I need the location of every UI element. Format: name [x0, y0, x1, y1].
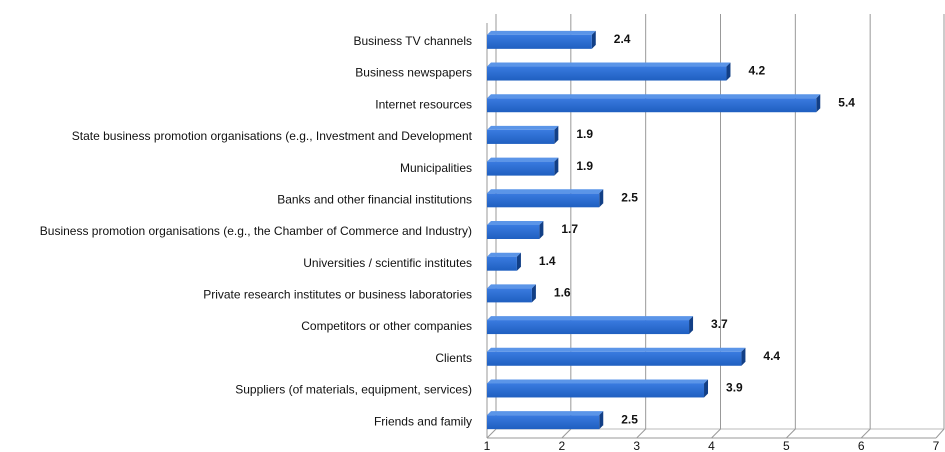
- bar: [487, 157, 559, 176]
- value-label: 4.2: [748, 64, 765, 78]
- bar-top: [487, 347, 746, 352]
- value-label: 1.9: [576, 159, 593, 173]
- x-tick-label: 5: [783, 439, 790, 452]
- x-tick-label: 7: [933, 439, 940, 452]
- bar-top: [487, 30, 596, 35]
- value-label: 3.9: [726, 381, 743, 395]
- y-tick-label: Private research institutes or business …: [203, 288, 472, 302]
- bar-side: [591, 30, 596, 49]
- bar-side: [516, 252, 521, 271]
- y-tick-label: Internet resources: [375, 97, 472, 111]
- x-tick-label: 2: [558, 439, 565, 452]
- bar: [487, 30, 596, 49]
- grid-line: [636, 14, 647, 439]
- bar: [487, 125, 559, 144]
- grid-line: [860, 14, 871, 439]
- bar: [487, 316, 694, 335]
- bar-top: [487, 94, 821, 99]
- bar-front: [487, 320, 690, 335]
- x-tick-label: 4: [708, 439, 715, 452]
- bar-top: [487, 62, 731, 67]
- bar: [487, 284, 536, 303]
- bar-side: [554, 125, 559, 144]
- bar-front: [487, 129, 555, 144]
- bar: [487, 221, 544, 239]
- y-tick-label: Universities / scientific institutes: [303, 256, 472, 270]
- bar-front: [487, 34, 592, 49]
- bar-front: [487, 161, 555, 176]
- value-label: 1.7: [561, 222, 578, 236]
- value-label: 1.6: [554, 286, 571, 300]
- bar-top: [487, 284, 536, 289]
- bar-front: [487, 256, 517, 271]
- y-tick-label: Business newspapers: [355, 66, 472, 80]
- bar-side: [726, 62, 731, 81]
- bar-top: [487, 189, 604, 194]
- bar: [487, 189, 604, 208]
- value-label: 2.5: [621, 412, 638, 426]
- y-tick-label: Business TV channels: [353, 34, 472, 48]
- bar-top: [487, 379, 709, 384]
- value-label: 5.4: [838, 95, 855, 109]
- bar-front: [487, 383, 705, 398]
- bar: [487, 252, 521, 271]
- y-tick-label: Competitors or other companies: [301, 319, 472, 333]
- bar-side: [689, 316, 694, 335]
- value-label: 1.9: [576, 127, 593, 141]
- bar-front: [487, 288, 532, 303]
- bar-side: [816, 94, 821, 113]
- bar-side: [599, 189, 604, 208]
- bar-side: [531, 284, 536, 303]
- y-tick-label: Business promotion organisations (e.g., …: [40, 224, 472, 238]
- y-tick-label: Banks and other financial institutions: [277, 192, 472, 206]
- bar-front: [487, 415, 600, 430]
- bar-top: [487, 125, 559, 130]
- bar: [487, 347, 746, 366]
- grid-line: [935, 14, 945, 439]
- value-label: 4.4: [763, 349, 780, 363]
- bar-top: [487, 157, 559, 162]
- value-label: 3.7: [711, 317, 728, 331]
- bar-top: [487, 411, 604, 416]
- bar-side: [554, 157, 559, 176]
- y-tick-label: State business promotion organisations (…: [72, 129, 473, 143]
- x-tick-label: 1: [484, 439, 491, 452]
- y-tick-label: Friends and family: [374, 414, 472, 428]
- bar-top: [487, 252, 521, 257]
- x-tick-label: 6: [858, 439, 865, 452]
- bar-side: [539, 221, 544, 239]
- bar-front: [487, 193, 600, 208]
- grid-line: [711, 14, 721, 439]
- grid-line: [785, 14, 796, 439]
- bar: [487, 94, 821, 113]
- y-tick-label: Clients: [435, 351, 472, 365]
- x-tick-label: 3: [633, 439, 640, 452]
- bar-front: [487, 225, 540, 239]
- bar-side: [741, 347, 746, 366]
- y-tick-label: Municipalities: [400, 161, 472, 175]
- bar-front: [487, 98, 817, 113]
- bar-front: [487, 66, 727, 81]
- value-label: 2.5: [621, 190, 638, 204]
- bar-front: [487, 351, 742, 366]
- value-label: 2.4: [614, 32, 631, 46]
- bar: [487, 379, 709, 398]
- bar: [487, 62, 731, 81]
- bar-top: [487, 221, 544, 225]
- bar-top: [487, 316, 694, 321]
- bar-side: [599, 411, 604, 430]
- bar: [487, 411, 604, 430]
- bar-side: [704, 379, 709, 398]
- y-tick-label: Suppliers (of materials, equipment, serv…: [235, 383, 472, 397]
- value-label: 1.4: [539, 254, 556, 268]
